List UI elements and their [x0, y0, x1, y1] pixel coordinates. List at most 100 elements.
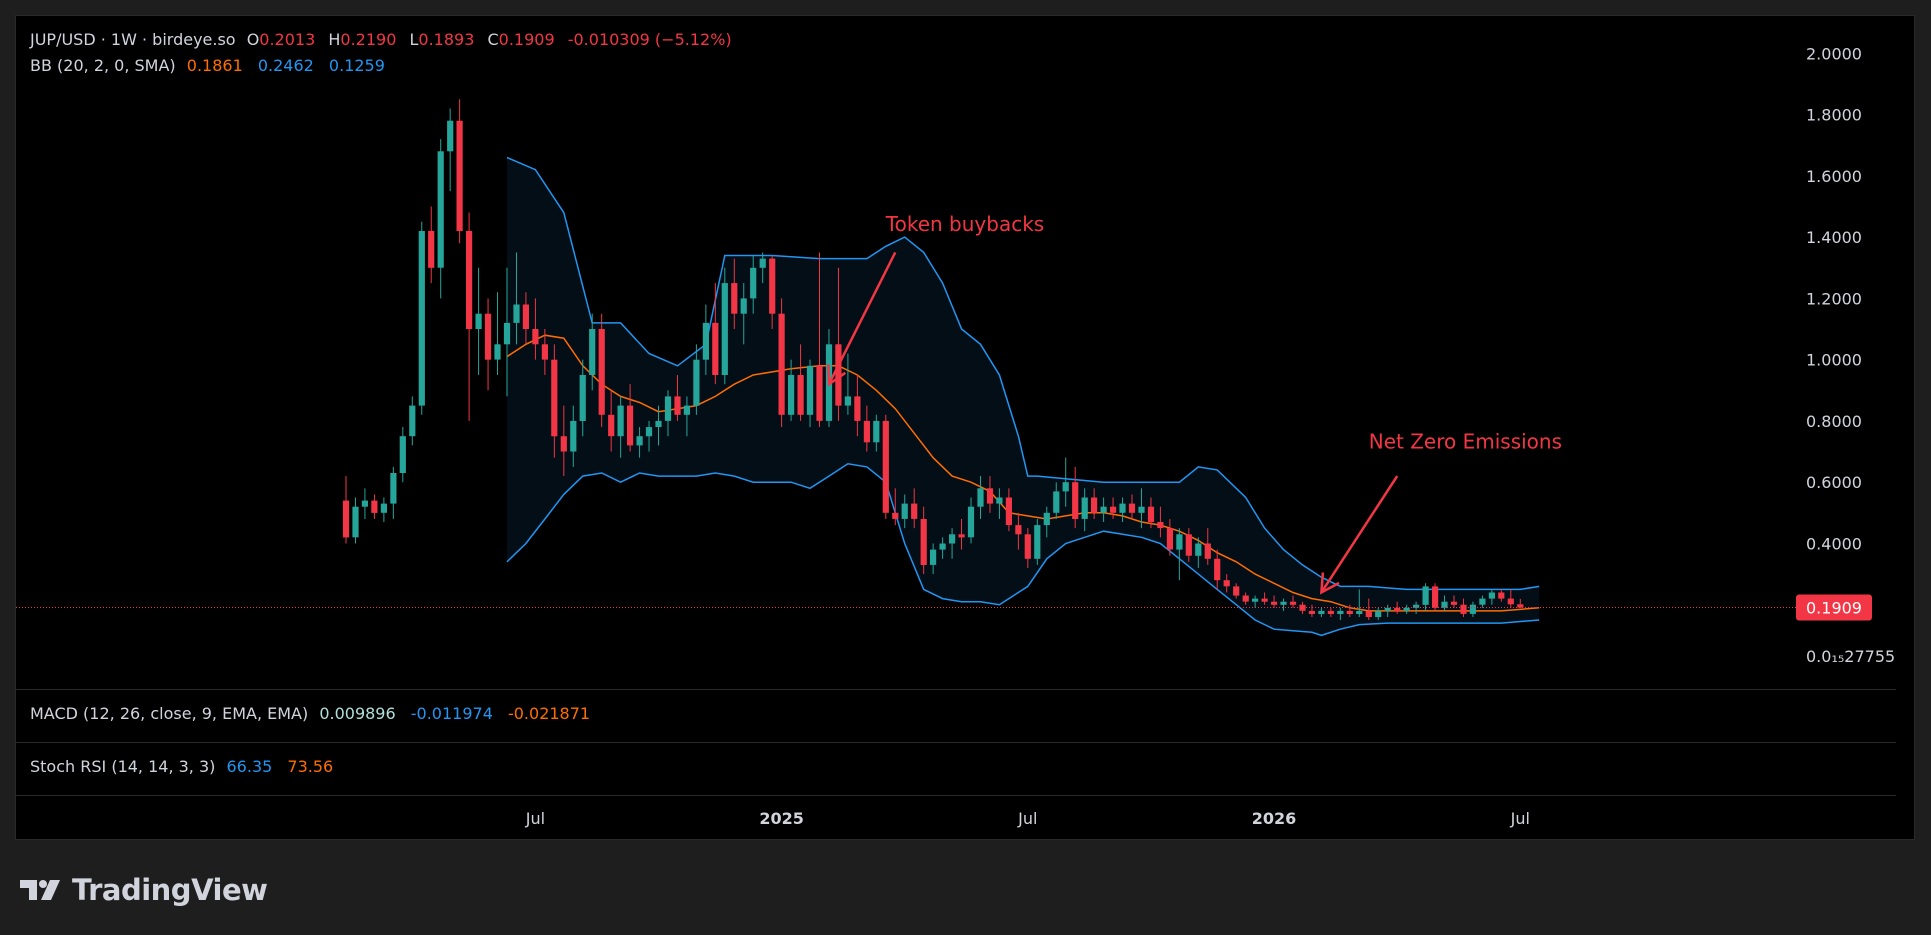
candle[interactable] — [1469, 601, 1476, 617]
candle[interactable] — [1299, 601, 1306, 614]
candle[interactable] — [428, 206, 435, 284]
candle[interactable] — [1024, 528, 1031, 568]
candle[interactable] — [342, 476, 350, 544]
candle[interactable] — [1289, 595, 1297, 608]
candle[interactable] — [475, 267, 482, 375]
candle[interactable] — [1280, 598, 1287, 611]
candle[interactable] — [541, 329, 548, 375]
candle[interactable] — [466, 212, 473, 421]
candle[interactable] — [778, 298, 785, 428]
candle[interactable] — [532, 298, 539, 360]
annotation-2[interactable]: Net Zero Emissions — [1319, 429, 1562, 595]
candle[interactable] — [570, 405, 577, 467]
candle[interactable] — [598, 313, 605, 428]
macd-name[interactable]: MACD (12, 26, close, 9, EMA, EMA) — [30, 704, 309, 723]
candle[interactable] — [901, 494, 908, 529]
candle[interactable] — [636, 427, 643, 458]
candle[interactable] — [437, 139, 444, 299]
candle[interactable] — [740, 283, 747, 345]
candle[interactable] — [551, 344, 558, 458]
candle[interactable] — [844, 353, 851, 415]
annotation-arrow[interactable] — [1320, 475, 1399, 594]
time-axis[interactable]: Jul 2025 Jul 2026 Jul — [525, 809, 1530, 828]
bb-name[interactable]: BB (20, 2, 0, SMA) — [30, 56, 176, 75]
candle[interactable] — [759, 252, 766, 284]
candle[interactable] — [1185, 528, 1192, 562]
brand[interactable]: TradingView — [20, 872, 268, 908]
candle[interactable] — [617, 396, 624, 458]
candle[interactable] — [1460, 598, 1467, 617]
candle[interactable] — [712, 283, 719, 385]
candle[interactable] — [1450, 595, 1458, 608]
candle[interactable] — [930, 543, 937, 575]
candle[interactable] — [1043, 506, 1050, 538]
candle[interactable] — [911, 488, 918, 529]
candle[interactable] — [1384, 604, 1391, 617]
candle[interactable] — [409, 396, 416, 446]
candle[interactable] — [1356, 589, 1363, 617]
candle[interactable] — [560, 405, 567, 477]
candle[interactable] — [949, 528, 956, 559]
annotation-text[interactable]: Net Zero Emissions — [1369, 429, 1562, 453]
annotations[interactable]: Token buybacks Net Zero Emissions — [827, 212, 1562, 595]
candle[interactable] — [1375, 607, 1382, 621]
candle[interactable] — [863, 405, 870, 452]
candle[interactable] — [1005, 488, 1012, 532]
candle[interactable] — [447, 108, 454, 192]
candle[interactable] — [1422, 583, 1429, 611]
candle[interactable] — [1394, 601, 1401, 614]
candle[interactable] — [1110, 497, 1117, 519]
candle[interactable] — [655, 405, 662, 446]
pane-separator[interactable] — [16, 742, 1896, 743]
candle[interactable] — [1204, 528, 1211, 565]
candle[interactable] — [456, 99, 463, 244]
candle[interactable] — [1015, 512, 1022, 550]
candle[interactable] — [1441, 595, 1448, 611]
candle[interactable] — [579, 359, 586, 437]
chart-panel[interactable]: Token buybacks Net Zero Emissions 2.0000 1… — [15, 15, 1915, 840]
candle[interactable] — [352, 497, 359, 544]
candle[interactable] — [674, 374, 681, 421]
candle[interactable] — [627, 384, 634, 452]
candle[interactable] — [645, 420, 653, 452]
candle[interactable] — [513, 252, 520, 345]
candle[interactable] — [939, 537, 946, 559]
candle[interactable] — [484, 298, 492, 391]
candle[interactable] — [920, 506, 927, 575]
candle[interactable] — [664, 390, 672, 437]
price-axis[interactable]: 2.0000 1.8000 1.6000 1.4000 1.2000 1.0000 0.80… — [1796, 44, 1895, 666]
candle[interactable] — [371, 494, 378, 519]
annotation-text[interactable]: Token buybacks — [885, 212, 1044, 236]
candle[interactable] — [1176, 528, 1183, 581]
candle[interactable] — [967, 497, 975, 544]
candle[interactable] — [1346, 604, 1353, 617]
pane-separator[interactable] — [16, 689, 1896, 690]
candle[interactable] — [1507, 589, 1514, 608]
candle[interactable] — [1091, 488, 1098, 519]
candle[interactable] — [1166, 518, 1173, 556]
candlesticks[interactable] — [342, 99, 1524, 621]
candle[interactable] — [788, 359, 795, 421]
price-chart[interactable]: Token buybacks Net Zero Emissions 2.0000 1… — [16, 16, 1914, 839]
candle[interactable] — [1488, 589, 1495, 605]
candle[interactable] — [1242, 592, 1249, 605]
candle[interactable] — [816, 252, 823, 428]
candle[interactable] — [1327, 607, 1334, 617]
candle[interactable] — [1147, 497, 1155, 529]
candle[interactable] — [1128, 494, 1136, 519]
candle[interactable] — [494, 292, 501, 375]
candle[interactable] — [986, 476, 994, 513]
candle[interactable] — [721, 267, 728, 385]
candle[interactable] — [1337, 607, 1344, 621]
stoch-name[interactable]: Stoch RSI (14, 14, 3, 3) — [30, 757, 216, 776]
candle[interactable] — [1062, 457, 1069, 507]
candle[interactable] — [1365, 598, 1372, 621]
candle[interactable] — [522, 292, 529, 345]
candle[interactable] — [693, 344, 700, 415]
candle[interactable] — [1214, 549, 1221, 590]
candle[interactable] — [1517, 598, 1524, 609]
stoch-rsi-legend[interactable]: Stoch RSI (14, 14, 3, 3) 66.35 73.56 — [30, 757, 343, 776]
candle[interactable] — [1138, 488, 1145, 529]
annotation-arrow[interactable] — [827, 251, 897, 385]
candle[interactable] — [1498, 589, 1505, 602]
